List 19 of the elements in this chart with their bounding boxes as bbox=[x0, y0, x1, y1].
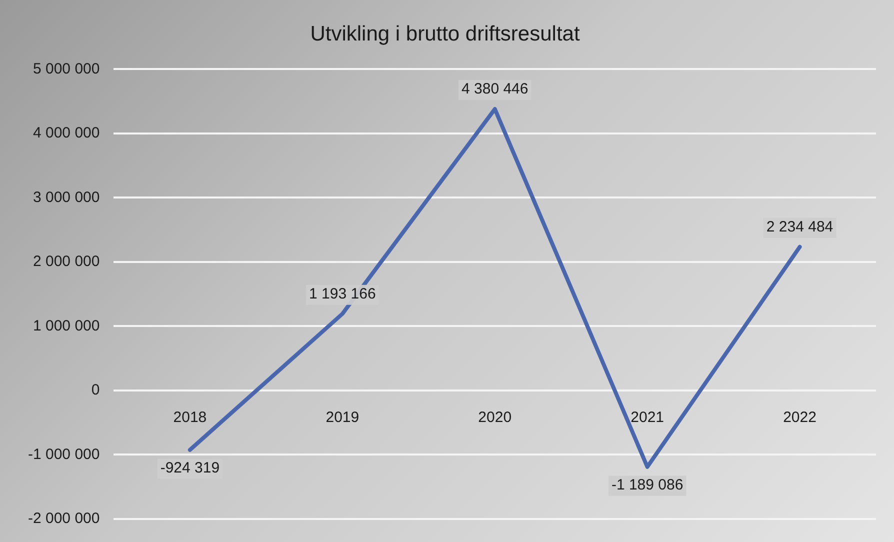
x-tick-label: 2019 bbox=[326, 409, 360, 426]
x-tick-label: 2021 bbox=[630, 409, 664, 426]
data-label: 1 193 166 bbox=[309, 285, 376, 302]
data-label: 2 234 484 bbox=[766, 218, 834, 236]
y-tick-label: 1 000 000 bbox=[32, 317, 100, 334]
y-tick-label: 4 000 000 bbox=[32, 124, 100, 142]
x-tick-label: 2020 bbox=[478, 409, 512, 426]
y-tick-label: 5 000 000 bbox=[32, 60, 100, 78]
x-tick-label: 2022 bbox=[783, 409, 816, 426]
data-label: -1 189 086 bbox=[611, 476, 684, 494]
y-tick-label: -1 000 000 bbox=[28, 446, 100, 463]
data-label: -924 319 bbox=[160, 460, 220, 477]
chart-title: Utvikling i brutto driftsresultat bbox=[310, 22, 580, 46]
y-tick-label: 2 000 000 bbox=[32, 253, 100, 270]
y-tick-label: 0 bbox=[91, 382, 100, 399]
data-label: 4 380 446 bbox=[461, 80, 528, 98]
y-tick-label: -2 000 000 bbox=[28, 510, 100, 528]
y-tick-label: 3 000 000 bbox=[32, 188, 100, 206]
x-tick-label: 2018 bbox=[173, 409, 207, 426]
